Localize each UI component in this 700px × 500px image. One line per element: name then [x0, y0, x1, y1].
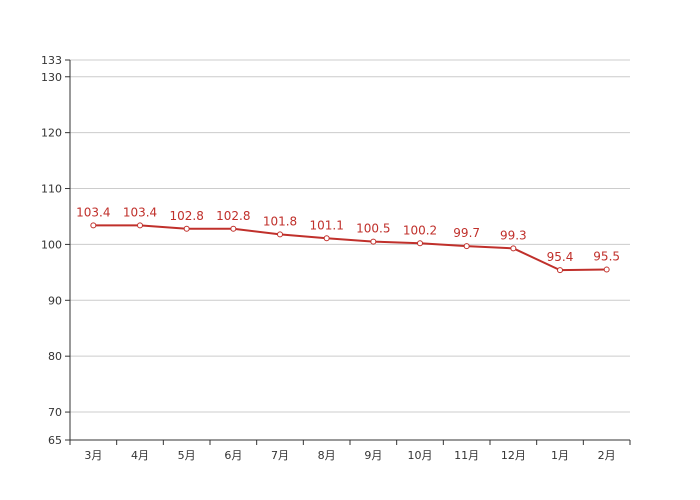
- data-point: [557, 267, 563, 274]
- x-tick-label: 5月: [178, 449, 196, 462]
- data-labels: 103.4 103.4 102.8 102.8 101.8 101.1 100.5 100.2…: [76, 205, 620, 264]
- data-label: 99.3: [500, 228, 527, 242]
- data-point: [417, 240, 423, 247]
- data-label: 100.2: [403, 223, 437, 237]
- data-label: 101.1: [309, 218, 343, 232]
- x-tick-label: 2月: [598, 449, 616, 462]
- data-point: [370, 238, 377, 245]
- y-tick-label: 130: [41, 71, 62, 84]
- y-tick-label: 120: [41, 127, 62, 140]
- data-point: [90, 222, 97, 229]
- data-point: [277, 231, 283, 238]
- x-tick-label: 3月: [84, 449, 102, 462]
- y-tick-label: 65: [48, 434, 62, 447]
- data-label: 95.5: [593, 250, 620, 264]
- x-tick-label: 12月: [501, 449, 526, 462]
- data-label: 101.8: [263, 214, 297, 228]
- axes: 65 70 80 90 100 110 120 130 133 3月 4月 5月 6月 7月 8月 9月 10月…: [41, 54, 631, 462]
- data-label: 95.4: [547, 250, 574, 264]
- data-label: 103.4: [123, 205, 157, 219]
- y-tick-label: 110: [41, 183, 62, 196]
- data-label: 100.5: [356, 222, 390, 236]
- x-tick-label: 7月: [271, 449, 289, 462]
- data-point: [510, 245, 517, 252]
- y-tick-label: 70: [48, 406, 62, 419]
- data-point: [137, 222, 143, 229]
- x-tick-label: 6月: [224, 449, 242, 462]
- data-point: [183, 225, 190, 232]
- data-label: 102.8: [216, 209, 250, 223]
- series: [90, 222, 610, 274]
- x-tick-label: 1月: [551, 449, 569, 462]
- data-point: [603, 266, 610, 273]
- x-tick-label: 8月: [318, 449, 336, 462]
- y-tick-label: 133: [41, 54, 62, 67]
- data-label: 103.4: [76, 205, 110, 219]
- series-line: [93, 224, 607, 272]
- y-tick-label: 100: [41, 238, 62, 251]
- y-tick-label: 90: [48, 294, 62, 307]
- data-label: 99.7: [453, 226, 480, 240]
- data-point: [230, 225, 237, 232]
- data-point: [463, 243, 470, 250]
- grid-lines: [70, 59, 630, 413]
- x-tick-label: 10月: [408, 449, 433, 462]
- x-tick-label: 11月: [454, 449, 479, 462]
- data-label: 102.8: [169, 209, 203, 223]
- x-tick-label: 4月: [131, 449, 149, 462]
- y-tick-label: 80: [48, 350, 62, 363]
- data-point: [323, 235, 330, 242]
- x-tick-label: 9月: [364, 449, 382, 462]
